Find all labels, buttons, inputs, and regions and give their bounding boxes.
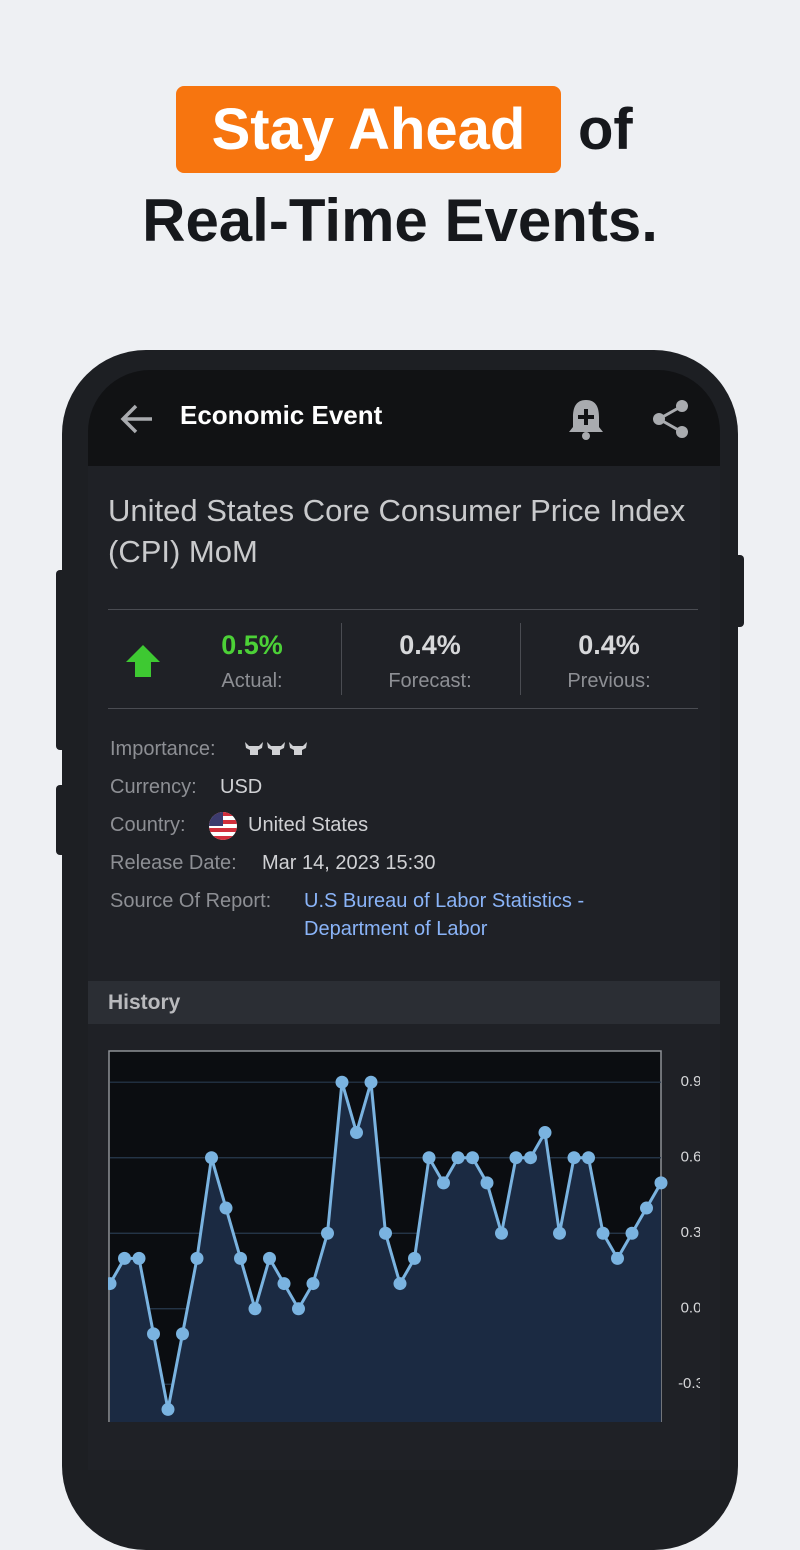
point: [524, 1151, 537, 1165]
point: [393, 1277, 407, 1291]
point: [553, 1226, 566, 1240]
point: [118, 1251, 131, 1265]
currency-label: Currency:: [110, 776, 197, 798]
point: [234, 1251, 247, 1265]
us-flag: [209, 812, 237, 840]
back-arrow: [120, 404, 152, 434]
headline-of: of: [578, 97, 633, 162]
history-title: History: [108, 991, 181, 1014]
point: [422, 1151, 436, 1165]
release-label: Release Date:: [110, 852, 237, 874]
point: [147, 1327, 160, 1341]
side-button: [734, 555, 744, 627]
alert-button[interactable]: [566, 397, 606, 441]
app-bar: Economic Event: [88, 370, 720, 466]
source-label: Source Of Report:: [110, 890, 272, 912]
divider: [108, 609, 698, 610]
country-label: Country:: [110, 814, 186, 836]
point: [582, 1151, 595, 1165]
point: [480, 1176, 494, 1190]
previous-label: Previous:: [567, 670, 651, 692]
history-header: History: [88, 981, 720, 1024]
country-value: United States: [248, 814, 369, 836]
app-bar-title: Economic Event: [180, 400, 383, 430]
point: [205, 1151, 218, 1165]
page: Stay Ahead of Real-Time Events. Economic…: [56, 86, 744, 1550]
point: [132, 1251, 146, 1265]
point: [596, 1226, 610, 1240]
y-tick-label: 0.9: [681, 1073, 700, 1090]
side-button: [56, 570, 66, 750]
point: [277, 1277, 291, 1291]
stat-separator: [341, 623, 342, 695]
point: [176, 1327, 189, 1341]
point: [538, 1126, 552, 1140]
share-dot: [676, 426, 688, 438]
previous-value: 0.4%: [578, 630, 640, 660]
point: [335, 1075, 349, 1089]
back-button[interactable]: [118, 400, 156, 438]
stat-separator: [520, 623, 521, 695]
plus-icon: [578, 409, 594, 425]
headline-highlight: Stay Ahead: [176, 86, 561, 173]
importance-icons: [245, 742, 307, 755]
point: [451, 1151, 465, 1165]
point: [219, 1201, 233, 1215]
point: [466, 1151, 479, 1165]
point: [350, 1126, 363, 1140]
point: [640, 1201, 653, 1215]
forecast-label: Forecast:: [388, 670, 472, 692]
point: [567, 1151, 581, 1165]
actual-label: Actual:: [221, 670, 283, 692]
point: [321, 1226, 334, 1240]
point: [408, 1251, 421, 1265]
bull-icons: [245, 742, 307, 755]
point: [108, 1277, 117, 1291]
point: [292, 1302, 305, 1316]
share-dot: [676, 400, 688, 412]
point: [364, 1075, 378, 1089]
point: [509, 1151, 523, 1165]
point: [654, 1176, 668, 1190]
importance-label: Importance:: [110, 738, 216, 760]
side-button: [56, 785, 66, 855]
point: [161, 1402, 175, 1416]
share-dot: [653, 413, 665, 425]
point: [495, 1226, 508, 1240]
event-title: United States Core Consumer Price Index …: [108, 493, 686, 569]
area-fill: [110, 1082, 661, 1422]
point: [248, 1302, 262, 1316]
y-tick-label: -0.3: [678, 1375, 700, 1392]
headline-line2: Real-Time Events.: [142, 187, 658, 254]
bell-clapper: [582, 432, 590, 440]
point: [306, 1277, 320, 1291]
release-value: Mar 14, 2023 15:30: [262, 852, 436, 874]
share-button[interactable]: [650, 398, 692, 440]
currency-value: USD: [220, 776, 263, 798]
actual-value: 0.5%: [221, 630, 283, 660]
point: [263, 1251, 276, 1265]
up-arrow: [126, 645, 160, 677]
y-tick-label: 0.3: [681, 1224, 700, 1241]
point: [190, 1251, 204, 1265]
point: [437, 1176, 450, 1190]
y-tick-label: 0.0: [681, 1300, 700, 1317]
forecast-value: 0.4%: [399, 630, 461, 660]
source-link[interactable]: U.S Bureau of Labor Statistics - Departm…: [304, 890, 585, 940]
history-chart: 0.9 0.6 0.3 0.0 -0.3: [108, 1050, 700, 1422]
point: [625, 1226, 639, 1240]
point: [611, 1251, 624, 1265]
up-arrow-shape: [126, 645, 160, 677]
y-tick-label: 0.6: [681, 1149, 700, 1166]
point: [379, 1226, 392, 1240]
divider: [108, 708, 698, 709]
